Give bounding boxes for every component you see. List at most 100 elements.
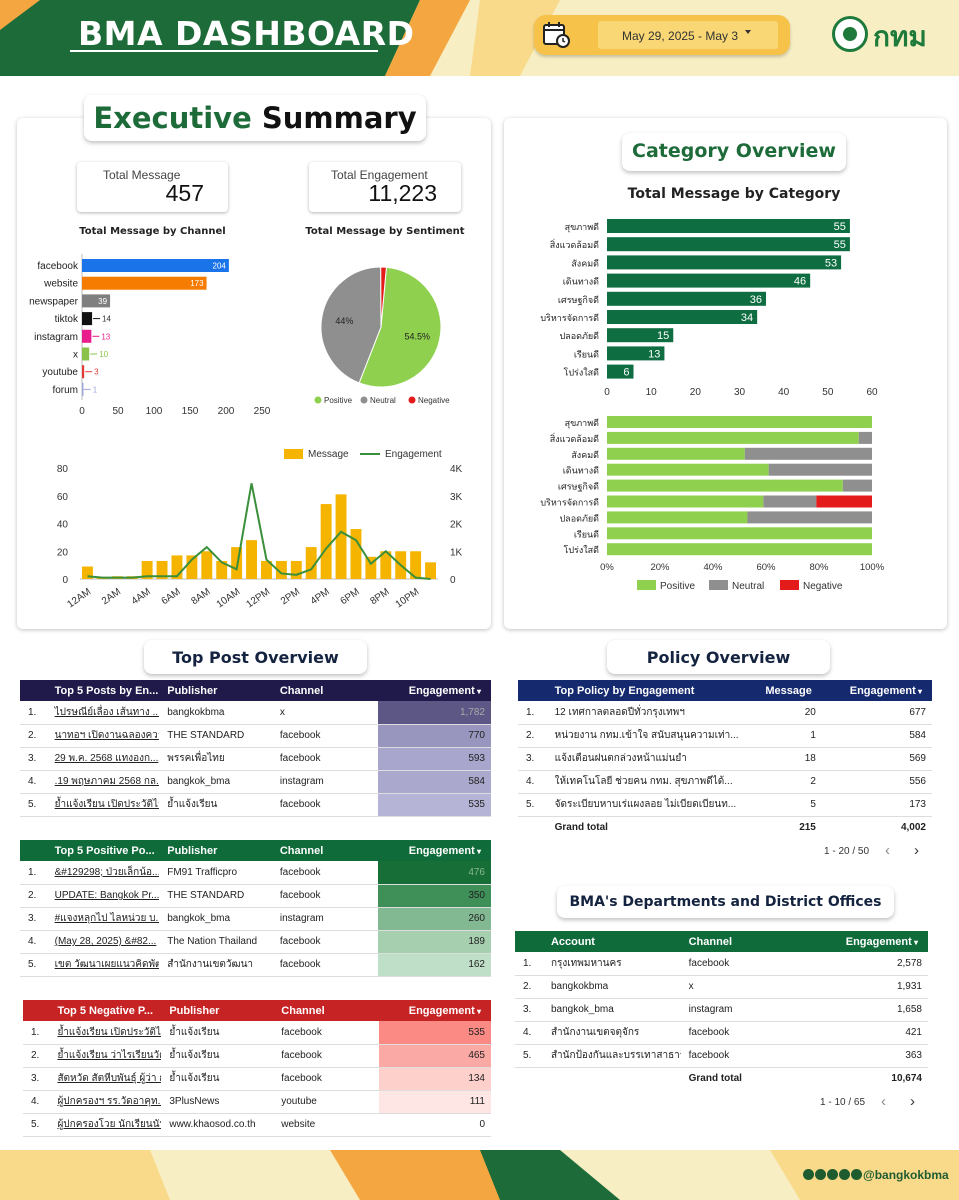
tiktok-icon[interactable] — [851, 1169, 862, 1180]
header-index — [20, 840, 47, 861]
y-right-tick-label: 3K — [450, 492, 463, 503]
bar-value-label: 3 — [94, 368, 99, 377]
table-cell[interactable]: ย้ำแจ้งเรียน เปิดประวัติไรเร้... — [49, 1021, 162, 1045]
header-cell: Publisher — [167, 844, 218, 857]
chevron-left-icon[interactable]: ‹ — [885, 842, 890, 859]
table-cell[interactable]: #แจงหลุกไป ไลหน่วย บ... — [46, 907, 160, 931]
table-cell[interactable]: สัตหวัด สัตหีบพันธุ์ ผู้ว่า กรุง... — [49, 1067, 162, 1091]
table-row[interactable]: 1. กรุงเทพมหานคร facebook 2,578 — [515, 952, 928, 976]
table-cell[interactable]: เขต วัฒนาเผยแนวคิดพัฒน... — [46, 953, 160, 977]
table-cell[interactable]: .19 พฤษภาคม 2568 กล... — [46, 770, 160, 794]
header-cell[interactable]: Engagement — [378, 680, 491, 701]
table-row[interactable]: 1. &#129298; ป่วยเล็กน้อ... FM91 Trafficpr… — [20, 861, 491, 885]
table-row[interactable]: 1.ย้ำแจ้งเรียน เปิดประวัติไรเร้...ย้ำแจ้… — [23, 1021, 491, 1045]
message-bar — [335, 494, 347, 579]
table-row[interactable]: 2. หน่วยงาน กทม.เข้าใจ สนับสนุนความเท่า..… — [518, 724, 932, 748]
table-row[interactable]: 3. bangkok_bma instagram 1,658 — [515, 998, 928, 1022]
chevron-right-icon[interactable]: › — [910, 1093, 915, 1110]
table-row[interactable]: 3. 29 พ.ค. 2568 แทงองก... พรรคเพื่อไทย face… — [20, 747, 491, 771]
bar-เศรษฐกิจดี — [607, 291, 766, 306]
table-cell[interactable]: ย้ำแจ้งเรียน ว่าไรเรียนวัดลา... — [49, 1044, 162, 1068]
y-left-tick-label: 0 — [62, 575, 68, 586]
table-row[interactable]: 5.ผู้ปกครองโวย นักเรียนนับ...www.khaosod… — [23, 1113, 491, 1137]
header-cell[interactable]: Engagement — [810, 931, 928, 952]
x-tick-label: 10AM — [215, 586, 243, 610]
facebook-icon[interactable] — [815, 1169, 826, 1180]
table-cell: 1,782 — [378, 701, 491, 725]
row-index: 1. — [518, 701, 547, 725]
header-cell: Channel — [281, 1004, 325, 1017]
category-label: website — [43, 279, 78, 290]
table-row[interactable]: 1. ไปรษณีย์เลื่อง เส้นทาง ... bangkokbma x 1… — [20, 701, 491, 725]
table-row[interactable]: 2.ย้ำแจ้งเรียน ว่าไรเรียนวัดลา...ย้ำแจ้ง… — [23, 1044, 491, 1068]
table-row[interactable]: 3. #แจงหลุกไป ไลหน่วย บ... bangkok_bma inst… — [20, 907, 491, 931]
table-row[interactable]: 4. ผู้ปกครองฯ รร.วัดอาคุท... 3PlusNews yout… — [23, 1090, 491, 1114]
legend-swatch-Positive — [314, 396, 322, 404]
table-cell: www.khaosod.co.th — [161, 1113, 274, 1137]
table-row[interactable]: 5. จัดระเบียบหาบเร่แผงลอย ไม่เบียดเบียนท.… — [518, 793, 932, 817]
instagram-icon[interactable] — [839, 1169, 850, 1180]
sentiment-pie-chart: 54.5% 44% Positive Neutral Negative — [314, 266, 450, 405]
table-cell: 111 — [379, 1090, 491, 1114]
kpi-label: Total Message — [103, 168, 181, 182]
table-row[interactable]: 4. (May 28, 2025) &#82... The Nation Thail… — [20, 930, 491, 954]
table-cell[interactable]: &#129298; ป่วยเล็กน้อ... — [46, 861, 160, 885]
dropdown-arrow-icon[interactable] — [745, 30, 751, 34]
header-cell[interactable]: Engagement — [379, 1000, 491, 1021]
table-cell[interactable]: (May 28, 2025) &#82... — [46, 930, 160, 954]
table-row[interactable]: 2. UPDATE: Bangkok Pr... THE STANDARD faceb… — [20, 884, 491, 908]
x-tick-label: 200 — [218, 406, 235, 417]
table-cell: 173 — [821, 793, 932, 817]
kpi-value: 457 — [165, 180, 204, 206]
table-row[interactable]: 5. สำนักป้องกันและบรรเทาสาธาร... facebook 3… — [515, 1044, 928, 1068]
stacked-bar-Neutral — [858, 431, 872, 444]
x-icon[interactable] — [803, 1169, 814, 1180]
table-row[interactable]: 3.สัตหวัด สัตหีบพันธุ์ ผู้ว่า กรุง...ย้ำ… — [23, 1067, 491, 1091]
table-cell[interactable]: ไปรษณีย์เลื่อง เส้นทาง ... — [46, 701, 160, 725]
header-cell[interactable]: Engagement — [822, 680, 932, 701]
table-cell: facebook — [273, 1044, 380, 1068]
table-cell[interactable]: นาทอฯ เปิดงานฉลองความ... — [46, 724, 160, 748]
date-range-select[interactable]: May 29, 2025 - May 3 — [598, 21, 778, 49]
table-row[interactable]: 2. bangkokbma x 1,931 — [515, 975, 928, 999]
chevron-left-icon[interactable]: ‹ — [881, 1093, 886, 1110]
table-cell: FM91 Trafficpro — [159, 861, 272, 885]
x-tick-label: 8AM — [189, 586, 212, 607]
category-label: เศรษฐกิจดี — [558, 482, 599, 493]
table-cell[interactable]: 29 พ.ค. 2568 แทงองก... — [46, 747, 160, 771]
table-cell[interactable]: ผู้ปกครองโวย นักเรียนนับ... — [49, 1113, 162, 1137]
table-cell: 535 — [378, 793, 491, 817]
table-row[interactable]: 5.เขต วัฒนาเผยแนวคิดพัฒน...สำนักงานเขตวั… — [20, 953, 491, 977]
line-icon[interactable] — [827, 1169, 838, 1180]
table-cell: 162 — [378, 953, 491, 977]
title-summary: Summary — [261, 101, 417, 135]
bar-value-label: 15 — [657, 330, 669, 342]
bar-สังคมดี — [607, 255, 842, 270]
table-row[interactable]: 3. แจ้งเตือนฝนตกล่วงหน้าแม่นยำ 18 569 — [518, 747, 932, 771]
table-cell: จัดระเบียบหาบเร่แผงลอย ไม่เบียดเบียนท... — [546, 793, 745, 817]
table-cell[interactable]: ผู้ปกครองฯ รร.วัดอาคุท... — [49, 1090, 162, 1114]
message-bar — [261, 560, 272, 579]
table-cell: 556 — [821, 770, 932, 794]
table-row[interactable]: 2.นาทอฯ เปิดงานฉลองความ...THE STANDARDfa… — [20, 724, 491, 748]
table-cell: 0 — [379, 1113, 491, 1137]
table-cell[interactable]: UPDATE: Bangkok Pr... — [46, 884, 160, 908]
table-cell[interactable]: ย้ำแจ้งเรียน เปิดประวัติไรเร้... — [46, 793, 160, 817]
chevron-right-icon[interactable]: › — [914, 842, 919, 859]
table-row[interactable]: 4. ให้เทคโนโลยี ช่วยคน กทม. สุขภาพดีได้..… — [518, 770, 932, 794]
message-bar — [410, 551, 422, 579]
calendar-icon[interactable] — [540, 20, 572, 50]
bar-tiktok — [82, 312, 93, 326]
table-row[interactable]: 4. สำนักงานเขตจตุจักร facebook 421 — [515, 1021, 928, 1045]
table-cell: 2 — [744, 770, 822, 794]
header-cell: Top 5 Positive Po... — [54, 844, 155, 857]
stacked-bar-Positive — [607, 511, 748, 524]
table-row[interactable]: 5.ย้ำแจ้งเรียน เปิดประวัติไรเร้...ย้ำแจ้… — [20, 793, 491, 817]
table-cell: สำนักป้องกันและบรรเทาสาธาร... — [542, 1044, 681, 1068]
category-label: instagram — [34, 332, 78, 343]
table-cell: bangkok_bma — [159, 907, 272, 931]
header-cell[interactable]: Engagement — [378, 840, 491, 861]
table-row[interactable]: 4. .19 พฤษภาคม 2568 กล... bangkok_bma insta… — [20, 770, 491, 794]
table-cell: 677 — [821, 701, 932, 725]
table-row[interactable]: 1. 12 เทศกาลตลอดปีทั่วกรุงเทพฯ 20 677 — [518, 701, 932, 725]
